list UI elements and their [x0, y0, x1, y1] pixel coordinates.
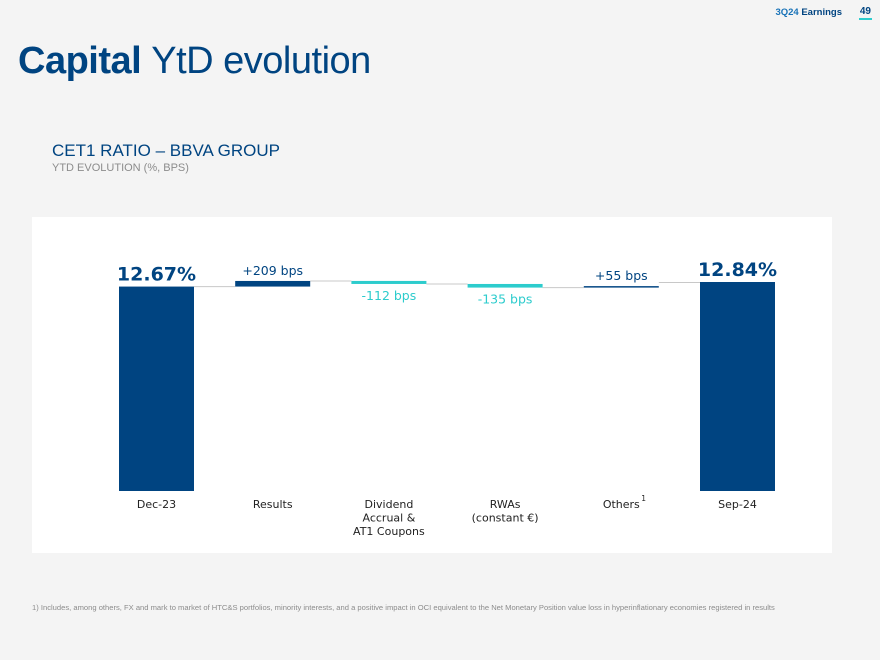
- report-suffix: Earnings: [801, 7, 842, 18]
- value-label-dividend: -112 bps: [362, 288, 417, 303]
- x-tick-label: Sep-24: [718, 498, 757, 511]
- bar-dividend: [351, 280, 427, 284]
- bar-rwas: [467, 283, 543, 288]
- page-title-bold: Capital: [18, 40, 142, 82]
- value-label-others: +55 bps: [595, 268, 648, 283]
- bar-dec23: [119, 286, 194, 491]
- page-number: 49: [858, 6, 872, 20]
- x-tick-label: Accrual &: [363, 512, 416, 525]
- report-label: 3Q24 Earnings: [775, 7, 842, 18]
- footnote: 1) Includes, among others, FX and mark t…: [32, 603, 775, 612]
- x-tick-label: Dividend: [365, 498, 414, 511]
- value-label-results: +209 bps: [242, 263, 303, 278]
- value-label-dec23: 12.67%: [117, 264, 196, 286]
- x-tick-label: RWAs: [490, 498, 521, 511]
- bar-others: [583, 286, 659, 288]
- x-tick-label: Dec-23: [137, 498, 176, 511]
- chart-section-title: CET1 RATIO – BBVA GROUP: [52, 141, 280, 160]
- page-title: Capital YtD evolution: [18, 40, 371, 83]
- x-tick-label: Others: [603, 498, 640, 511]
- value-label-sep24: 12.84%: [698, 259, 777, 281]
- bar-results: [235, 280, 311, 287]
- x-tick-superscript: 1: [641, 494, 646, 503]
- chart-section-subtitle: YTD EVOLUTION (%, BPS): [52, 162, 189, 174]
- chart-panel: 12.67% +209 bps -112 bps -135 bps +55 bps 12.…: [32, 217, 832, 553]
- value-label-rwas: -135 bps: [478, 292, 533, 307]
- report-id: 3Q24: [775, 7, 799, 18]
- waterfall-chart: 12.67% +209 bps -112 bps -135 bps +55 bps 12.…: [117, 259, 777, 538]
- x-tick-label: (constant €): [472, 512, 539, 525]
- x-tick-label: Results: [253, 498, 293, 511]
- x-tick-label: AT1 Coupons: [353, 525, 425, 538]
- page-title-rest: YtD evolution: [151, 40, 371, 82]
- bar-sep24: [700, 282, 775, 491]
